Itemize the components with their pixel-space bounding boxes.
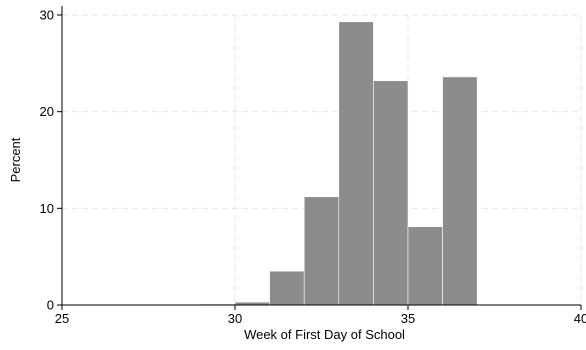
x-tick-label: 35 xyxy=(401,311,415,326)
y-tick-label: 30 xyxy=(40,8,54,23)
y-axis-title: Percent xyxy=(8,137,23,182)
x-tick-label: 40 xyxy=(574,311,586,326)
x-tick-label: 25 xyxy=(55,311,69,326)
axes xyxy=(61,6,581,306)
x-tick-label: 30 xyxy=(228,311,242,326)
histogram-bar xyxy=(338,21,374,306)
histogram-bar xyxy=(442,76,478,306)
x-axis-ticks: 25 30 35 40 xyxy=(55,305,586,326)
y-tick-label: 10 xyxy=(40,201,54,216)
x-axis-title: Week of First Day of School xyxy=(244,327,405,342)
histogram-bar xyxy=(407,226,443,306)
y-axis-ticks: 0 10 20 30 xyxy=(40,8,62,313)
histogram-bars xyxy=(130,21,513,306)
y-tick-label: 20 xyxy=(40,104,54,119)
histogram-bar xyxy=(303,196,340,306)
y-tick-label: 0 xyxy=(47,298,54,313)
histogram-bar xyxy=(373,80,409,306)
histogram-bar xyxy=(269,270,305,306)
